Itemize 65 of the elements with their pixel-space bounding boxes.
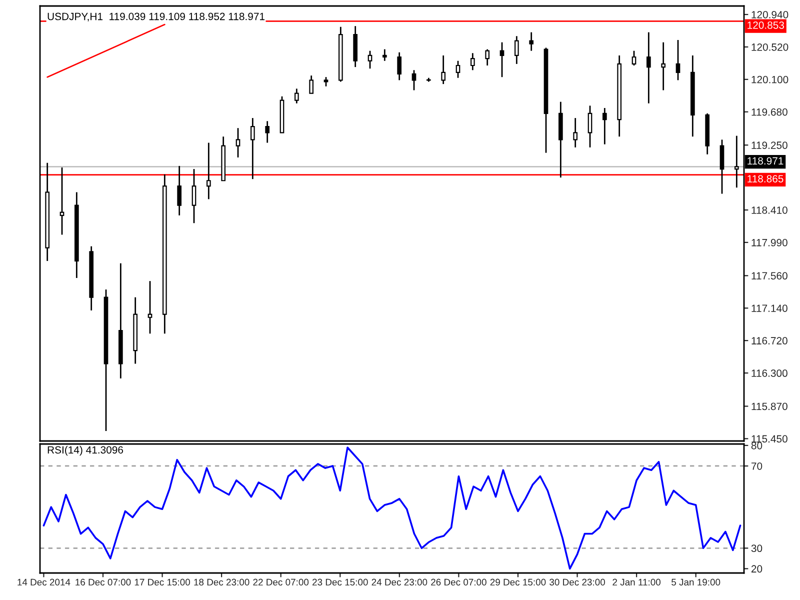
candlestick [324,76,328,88]
y-tick-label: 120.940 [752,11,788,18]
x-tick-label: 26 Dec 07:00 [431,578,486,586]
y-tick-label: 30 [751,544,762,552]
x-tick-label: 17 Dec 15:00 [134,578,190,586]
candlestick [60,166,64,236]
x-tick-label: 23 Dec 15:00 [312,578,368,586]
candlestick [646,32,651,104]
candlestick [441,54,446,85]
candlestick [382,48,387,62]
candlestick [148,280,152,334]
candlestick [206,142,211,200]
candlestick [632,50,636,66]
line-series [42,446,742,570]
candlestick [309,74,314,94]
x-tick-label: 24 Dec 23:00 [372,578,428,586]
x-tick-label: 2 Jan 11:00 [612,578,661,586]
chart-title: RSI(14) 41.3096 [48,446,124,456]
x-tick-label: 29 Dec 15:00 [490,578,546,586]
candlestick [397,52,402,81]
candlestick [514,35,519,65]
candlestick [720,138,724,194]
candlestick [192,168,196,224]
candlestick [412,69,416,91]
y-tick-label: 117.140 [752,304,788,312]
candlestick [734,135,739,188]
candlestick [500,42,504,78]
candlestick [676,39,680,81]
candlestick [456,60,460,79]
x-tick-label: 16 Dec 07:00 [76,578,131,586]
candlestick [294,88,299,104]
y-tick-label: 70 [751,462,762,470]
candlestick [573,117,578,148]
candlestick [265,120,270,144]
x-tick-label: 22 Dec 07:00 [253,578,309,586]
y-tick-label: 119.680 [752,108,788,116]
y-tick-label: 118.410 [752,206,788,214]
candlestick [470,52,475,71]
x-tick-label: 18 Dec 23:00 [194,578,250,586]
candlestick [588,104,592,148]
ref-line-label: 118.865 [748,175,784,182]
x-tick-label: 5 Jan 19:00 [672,578,720,586]
candlestick [485,48,490,66]
candlestick [602,107,607,145]
y-tick-label: 120.100 [752,76,788,84]
y-tick-label: 117.990 [752,238,788,246]
candlestick [177,165,182,216]
candlestick [529,32,534,52]
candlestick [250,117,255,180]
ref-line-label: 120.853 [748,21,784,29]
y-tick-label: 116.720 [752,337,788,344]
y-tick-label: 116.300 [752,370,788,377]
y-tick-label: 115.450 [752,435,788,443]
candlestick [661,42,666,91]
ref-line-label: 118.971 [748,157,784,165]
y-tick-label: 117.560 [752,272,788,280]
y-tick-label: 119.250 [752,142,788,149]
y-tick-label: 20 [751,565,762,573]
y-tick-label: 115.870 [752,402,788,410]
y-tick-label: 120.520 [752,43,788,51]
text: USDJPY,H1 119.039 119.109 118.952 118.971 [48,12,265,22]
candlestick [236,127,240,158]
x-tick-label: 14 Dec 2014 [18,578,70,586]
x-tick-label: 30 Dec 23:00 [550,578,605,586]
candlestick [368,50,372,70]
